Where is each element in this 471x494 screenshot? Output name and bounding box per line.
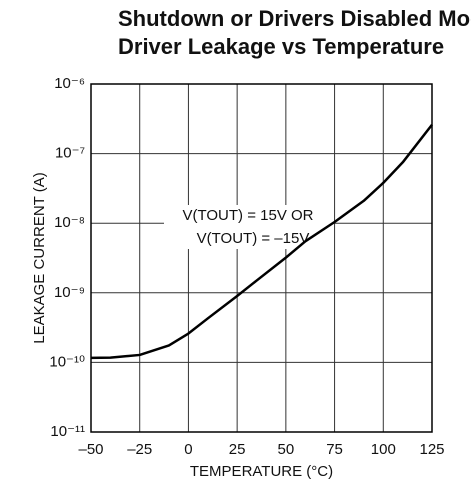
x-tick-label: 50 [278, 441, 295, 458]
x-tick-label: –25 [127, 441, 152, 458]
x-axis-label: TEMPERATURE (°C) [190, 463, 333, 480]
plot-frame [90, 83, 433, 433]
y-axis-label: LEAKAGE CURRENT (A) [31, 172, 48, 343]
x-tick-label: –50 [78, 441, 103, 458]
line [90, 123, 433, 360]
x-tick-label: 0 [184, 441, 192, 458]
x-tick-label: 25 [229, 441, 246, 458]
x-tick-label: 75 [326, 441, 343, 458]
y-tick-label: 10⁻⁸ [54, 214, 85, 231]
y-tick-label: 10⁻¹⁰ [49, 353, 85, 370]
y-tick-label: 10⁻⁷ [55, 145, 85, 162]
chart-title: Shutdown or Drivers Disabled Mode [118, 6, 471, 31]
y-tick-label: 10⁻⁹ [54, 284, 85, 301]
x-tick-label: 125 [419, 441, 444, 458]
y-tick-label: 10⁻¹¹ [50, 423, 85, 440]
x-tick-label: 100 [371, 441, 396, 458]
y-tick-label: 10⁻⁶ [54, 75, 85, 92]
annotation: V(TOUT) = 15V OR [182, 207, 313, 224]
chart-title: Driver Leakage vs Temperature [118, 34, 444, 59]
annotation: V(TOUT) = –15V [197, 230, 310, 247]
